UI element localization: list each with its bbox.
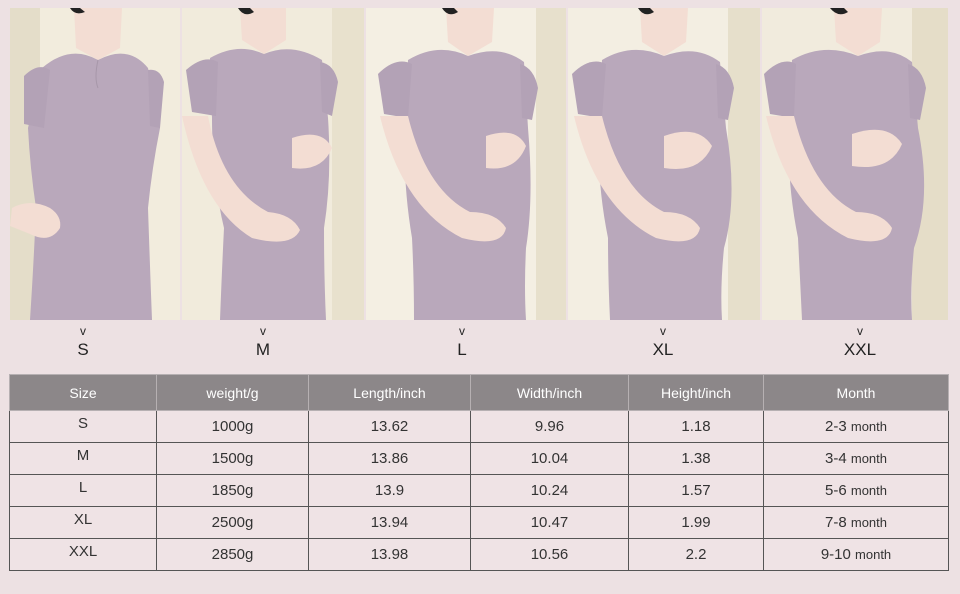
size-labels: v S v M v L v XL v XXL [0, 324, 960, 368]
chevron-down-icon: v [660, 324, 666, 338]
size-label-l: v L [422, 324, 502, 362]
cell-height: 1.57 [628, 474, 764, 507]
month-unit: month [850, 451, 887, 466]
size-label-text: XXL [843, 340, 877, 359]
size-label-text: M [255, 340, 271, 359]
cell-height: 1.18 [628, 410, 764, 443]
cell-month: 7-8 month [763, 506, 949, 539]
cell-weight: 1000g [156, 410, 309, 443]
column-header-size: Size [9, 374, 157, 411]
size-label-xxl: v XXL [820, 324, 900, 362]
cell-size: M [9, 442, 157, 475]
cell-height: 1.99 [628, 506, 764, 539]
month-range: 7-8 [825, 514, 847, 531]
cell-size: S [9, 410, 157, 443]
chevron-down-icon: v [80, 324, 86, 338]
model-photo-icon [10, 8, 180, 320]
model-photo-xxl [760, 8, 948, 320]
cell-length: 13.98 [308, 538, 471, 571]
size-label-m: v M [223, 324, 303, 362]
size-chart-table: Size weight/g Length/inch Width/inch Hei… [9, 374, 949, 571]
size-label-s: v S [43, 324, 123, 362]
cell-length: 13.86 [308, 442, 471, 475]
month-range: 9-10 [820, 546, 851, 563]
photo-strip [10, 8, 948, 320]
model-photo-icon [366, 8, 566, 320]
cell-height: 2.2 [628, 538, 764, 571]
model-photo-m [180, 8, 364, 320]
cell-weight: 1850g [156, 474, 309, 507]
model-photo-icon [762, 8, 948, 320]
cell-width: 10.56 [470, 538, 629, 571]
table-header-row: Size weight/g Length/inch Width/inch Hei… [9, 374, 949, 411]
cell-month: 5-6 month [763, 474, 949, 507]
model-photo-s [10, 8, 180, 320]
column-header-month: Month [763, 374, 949, 411]
cell-size: XL [9, 506, 157, 539]
model-photo-icon [568, 8, 760, 320]
size-label-text: L [457, 340, 467, 359]
cell-length: 13.94 [308, 506, 471, 539]
month-unit: month [850, 515, 887, 530]
column-header-length: Length/inch [308, 374, 471, 411]
column-header-height: Height/inch [628, 374, 764, 411]
cell-length: 13.62 [308, 410, 471, 443]
cell-width: 10.04 [470, 442, 629, 475]
cell-length: 13.9 [308, 474, 471, 507]
model-photo-l [364, 8, 566, 320]
chevron-down-icon: v [459, 324, 465, 338]
month-range: 2-3 [825, 418, 847, 435]
cell-month: 3-4 month [763, 442, 949, 475]
cell-size: XXL [9, 538, 157, 571]
column-header-width: Width/inch [470, 374, 629, 411]
cell-width: 10.24 [470, 474, 629, 507]
cell-size: L [9, 474, 157, 507]
table-row: XXL 2850g 13.98 10.56 2.2 9-10 month [9, 538, 949, 571]
cell-width: 10.47 [470, 506, 629, 539]
cell-weight: 2500g [156, 506, 309, 539]
table-row: S 1000g 13.62 9.96 1.18 2-3 month [9, 410, 949, 443]
cell-width: 9.96 [470, 410, 629, 443]
month-unit: month [850, 419, 887, 434]
column-header-weight: weight/g [156, 374, 309, 411]
model-photo-xl [566, 8, 760, 320]
table-row: M 1500g 13.86 10.04 1.38 3-4 month [9, 442, 949, 475]
cell-month: 9-10 month [763, 538, 949, 571]
size-label-xl: v XL [623, 324, 703, 362]
month-range: 3-4 [825, 450, 847, 467]
cell-weight: 2850g [156, 538, 309, 571]
chevron-down-icon: v [260, 324, 266, 338]
cell-weight: 1500g [156, 442, 309, 475]
size-label-text: S [77, 340, 89, 359]
chevron-down-icon: v [857, 324, 863, 338]
month-range: 5-6 [825, 482, 847, 499]
month-unit: month [850, 483, 887, 498]
model-photo-icon [182, 8, 364, 320]
cell-height: 1.38 [628, 442, 764, 475]
table-row: L 1850g 13.9 10.24 1.57 5-6 month [9, 474, 949, 507]
cell-month: 2-3 month [763, 410, 949, 443]
month-unit: month [855, 547, 892, 562]
table-row: XL 2500g 13.94 10.47 1.99 7-8 month [9, 506, 949, 539]
size-label-text: XL [652, 340, 674, 359]
